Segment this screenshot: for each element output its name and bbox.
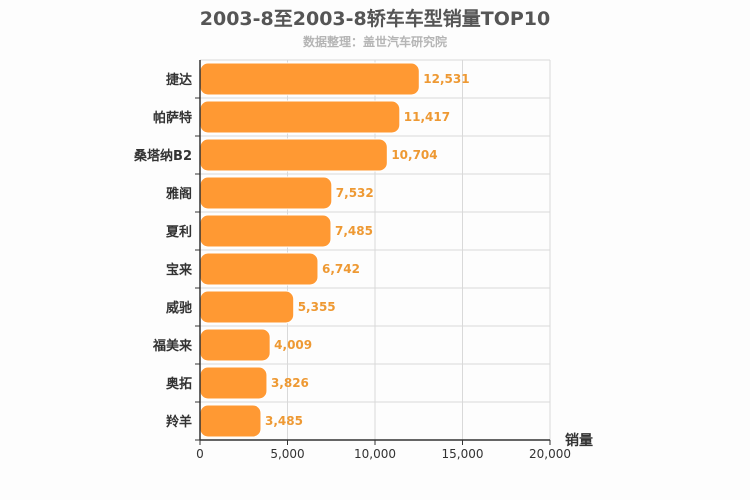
- data-label: 4,009: [274, 338, 312, 352]
- data-label: 12,531: [423, 72, 469, 86]
- x-tick-label: 15,000: [442, 447, 484, 461]
- bar: [199, 328, 271, 362]
- bar: [199, 138, 388, 172]
- bar: [199, 176, 333, 210]
- data-label: 11,417: [404, 110, 450, 124]
- bar: [199, 290, 295, 324]
- data-label: 3,826: [271, 376, 309, 390]
- data-label: 7,532: [336, 186, 374, 200]
- data-label: 6,742: [322, 262, 360, 276]
- bar: [199, 214, 332, 248]
- category-label: 雅阁: [166, 186, 192, 202]
- data-label: 7,485: [335, 224, 373, 238]
- x-tick-label: 0: [196, 447, 204, 461]
- category-label: 宝来: [166, 262, 193, 278]
- category-label: 帕萨特: [153, 110, 192, 126]
- bar: [199, 404, 262, 438]
- x-axis-title: 销量: [565, 432, 593, 449]
- data-label: 10,704: [391, 148, 437, 162]
- category-label: 福美来: [152, 338, 193, 354]
- data-label: 5,355: [298, 300, 336, 314]
- bar: [199, 100, 401, 134]
- category-label: 桑塔纳B2: [133, 148, 192, 164]
- bar: [199, 62, 420, 96]
- category-label: 羚羊: [166, 414, 192, 430]
- x-tick-label: 10,000: [354, 447, 396, 461]
- category-label: 奥拓: [166, 376, 192, 392]
- category-label: 夏利: [165, 224, 192, 240]
- x-tick-label: 5,000: [270, 447, 304, 461]
- chart-subtitle: 数据整理：盖世汽车研究院: [302, 35, 447, 49]
- bar: [199, 366, 268, 400]
- x-tick-label: 20,000: [529, 447, 571, 461]
- chart-title: 2003-8至2003-8轿车车型销量TOP10: [199, 8, 551, 30]
- data-label: 3,485: [265, 414, 303, 428]
- category-label: 捷达: [166, 72, 192, 88]
- category-label: 威驰: [166, 300, 192, 316]
- bar: [199, 252, 319, 286]
